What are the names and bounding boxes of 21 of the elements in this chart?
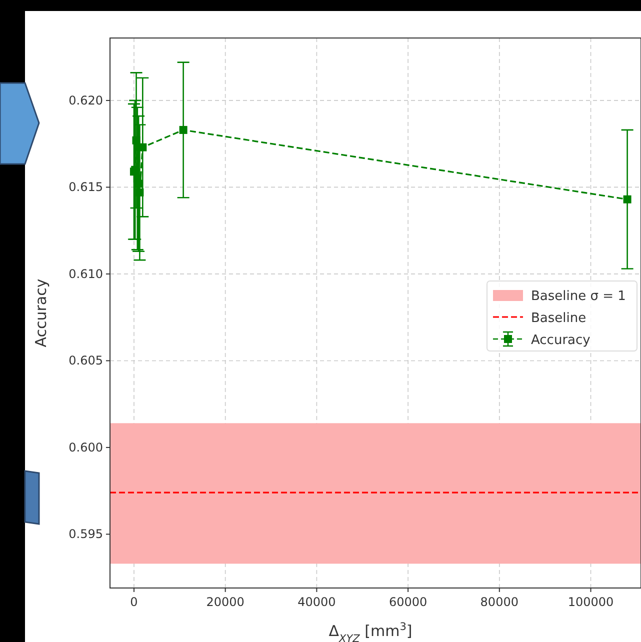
legend-label: Baseline σ = 1 — [531, 289, 626, 304]
point — [623, 195, 632, 204]
x-tick-label: 20000 — [206, 595, 244, 609]
y-tick-label: 0.595 — [68, 527, 103, 542]
point — [138, 143, 147, 152]
point — [179, 126, 188, 134]
y-tick-label: 0.605 — [68, 354, 103, 368]
x-tick-label: 100000 — [568, 595, 614, 609]
point — [136, 188, 144, 196]
x-tick-label: 40000 — [298, 595, 336, 609]
y-tick-label: 0.620 — [68, 93, 103, 108]
legend-label: Baseline — [531, 311, 586, 326]
y-axis-title: Accuracy — [32, 278, 50, 348]
y-tick-label: 0.615 — [68, 180, 103, 194]
y-tick-label: 0.610 — [68, 266, 103, 281]
y-tick-label: 0.600 — [68, 440, 103, 454]
x-tick-label: 80000 — [480, 595, 518, 609]
x-tick-label: 0 — [130, 595, 138, 609]
x-axis-title: Δ$_{XYZ}$ [mm$^{3}$] — [328, 621, 412, 642]
legend-label: Accuracy — [531, 333, 591, 348]
x-tick-label: 60000 — [388, 595, 428, 609]
